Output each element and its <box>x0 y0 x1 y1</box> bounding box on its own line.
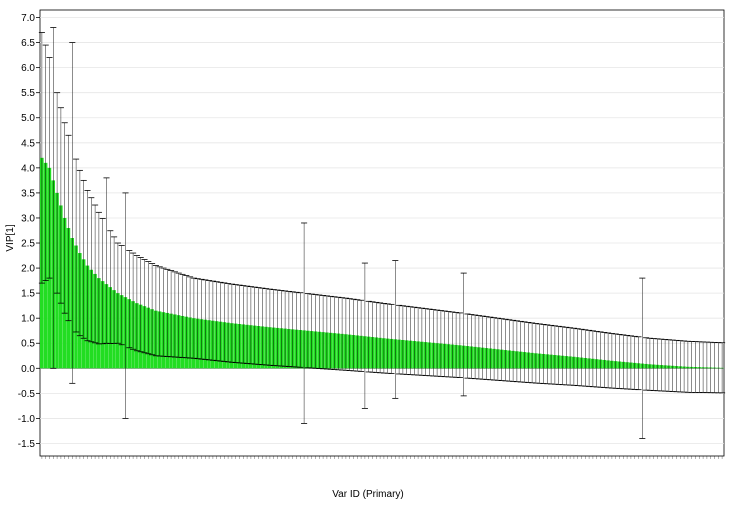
y-tick-label: 3.0 <box>21 213 35 224</box>
error-bar <box>190 277 197 359</box>
error-bar <box>202 279 209 360</box>
error-bar <box>141 259 148 354</box>
error-bar <box>358 299 365 372</box>
error-bar <box>42 44 49 282</box>
error-bar <box>57 107 64 304</box>
error-bar <box>46 57 53 279</box>
error-bar <box>388 303 395 374</box>
error-bar <box>198 278 205 360</box>
error-bar <box>99 218 106 345</box>
error-bar <box>76 169 83 337</box>
y-tick-label: -1.5 <box>18 439 36 450</box>
error-bar <box>217 281 224 362</box>
error-bar <box>221 282 228 362</box>
error-bar <box>206 280 213 361</box>
error-bar <box>92 204 99 344</box>
y-tick-label: -0.5 <box>18 389 36 400</box>
error-bar <box>361 262 368 409</box>
error-bar <box>456 312 463 378</box>
error-bar <box>73 158 80 333</box>
y-tick-label: 0.5 <box>21 339 35 350</box>
y-tick-label: 3.5 <box>21 188 35 199</box>
y-tick-label: 7.0 <box>21 13 35 24</box>
error-bar <box>122 192 129 419</box>
error-bar <box>301 222 308 424</box>
error-bar <box>38 32 45 284</box>
error-bar <box>84 190 91 342</box>
error-bar <box>50 27 57 369</box>
y-tick-label: 2.0 <box>21 264 35 275</box>
error-bar <box>137 257 144 353</box>
x-axis-label: Var ID (Primary) <box>332 489 403 500</box>
error-bar <box>133 255 140 352</box>
y-tick-label: 5.0 <box>21 113 35 124</box>
y-tick-label: -1.0 <box>18 414 36 425</box>
error-bar <box>118 245 125 346</box>
y-tick-label: 1.0 <box>21 314 35 325</box>
error-bar <box>213 281 220 362</box>
y-tick-label: 4.5 <box>21 138 35 149</box>
error-bar <box>209 280 216 361</box>
y-tick-label: 2.5 <box>21 239 35 250</box>
error-bar <box>460 272 467 397</box>
error-bar <box>54 92 61 294</box>
error-bar <box>130 252 137 350</box>
error-bar <box>88 197 95 343</box>
y-tick-label: 6.0 <box>21 63 35 74</box>
y-axis: -1.5 -1.0 -0.5 0.0 0.5 1.0 1.5 2.0 2.5 3.0 3.5 4.0 4… <box>18 13 40 450</box>
error-bar <box>80 179 87 339</box>
error-bar <box>639 277 646 439</box>
error-bar <box>114 242 121 344</box>
error-bar <box>194 278 201 360</box>
y-axis-label: VIP[1] <box>5 224 16 251</box>
y-tick-label: 0.0 <box>21 364 35 375</box>
error-bar <box>149 263 156 356</box>
y-tick-label: 1.5 <box>21 289 35 300</box>
error-bars <box>38 27 726 439</box>
y-tick-label: 6.5 <box>21 38 35 49</box>
error-bar <box>392 260 399 399</box>
error-bar <box>635 336 642 391</box>
y-tick-label: 5.5 <box>21 88 35 99</box>
plot-area <box>39 9 725 457</box>
error-bar <box>69 42 76 384</box>
error-bar <box>297 292 304 368</box>
y-tick-label: 4.0 <box>21 163 35 174</box>
error-bar <box>126 250 133 349</box>
x-axis <box>41 456 723 459</box>
error-bar <box>719 342 726 394</box>
error-bar <box>145 261 152 355</box>
error-bar <box>61 122 68 314</box>
error-bar <box>65 134 72 322</box>
error-bar <box>225 283 232 363</box>
